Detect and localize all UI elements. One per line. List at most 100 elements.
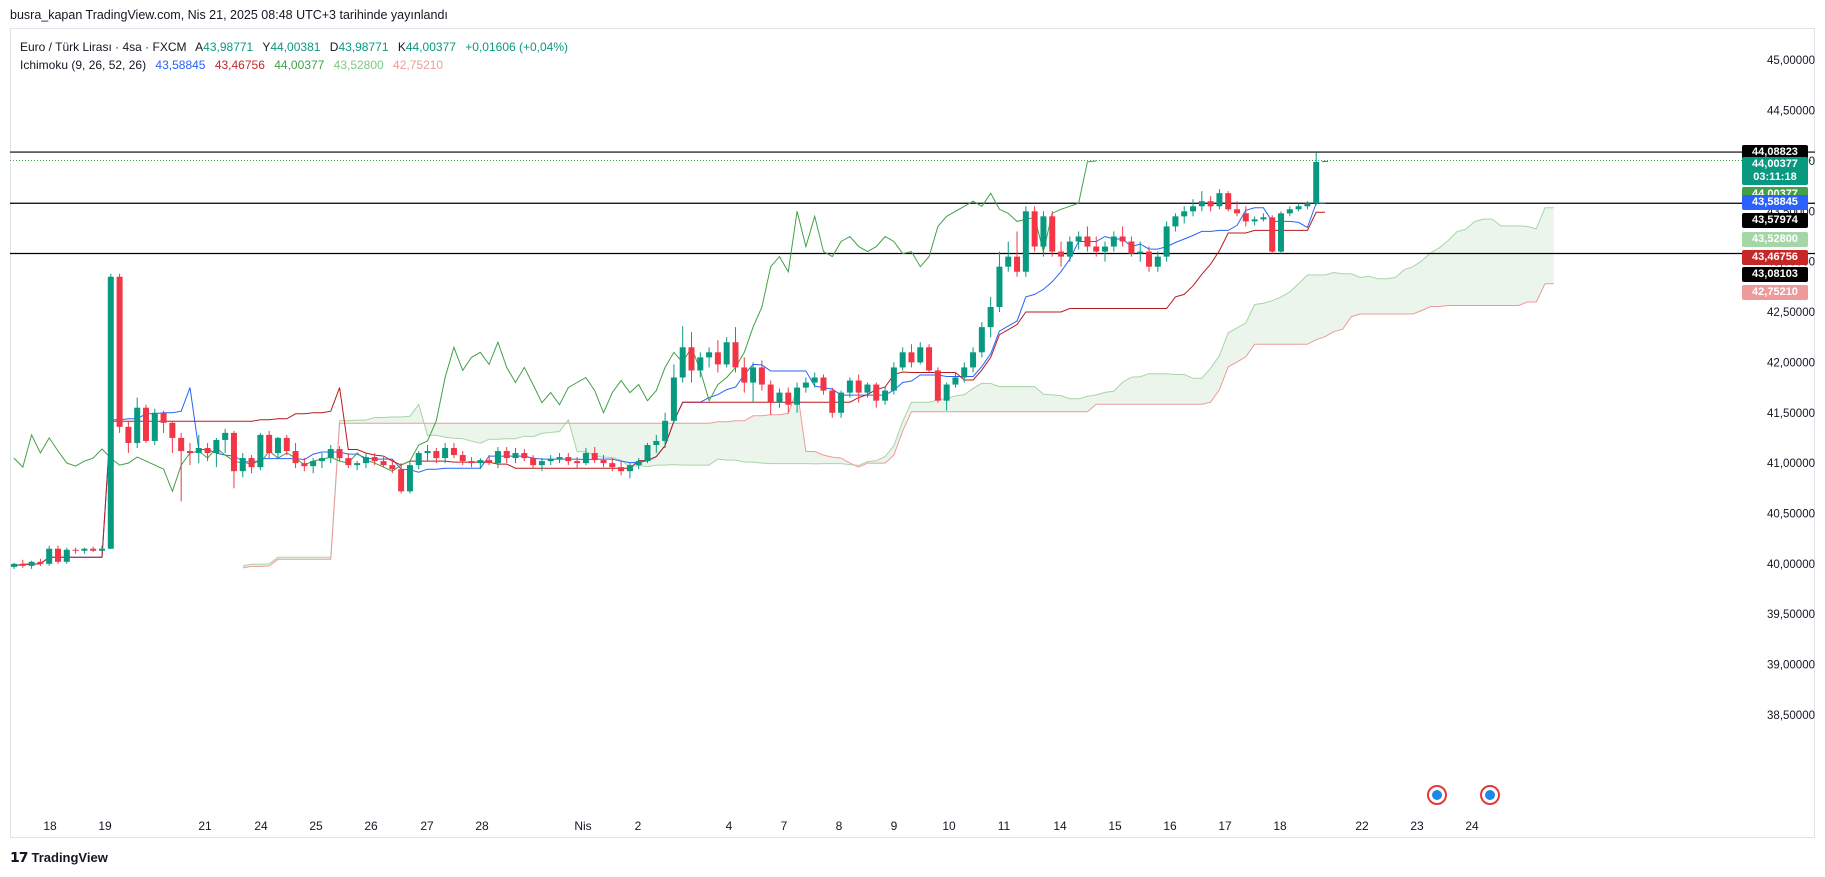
candle-body (1251, 219, 1258, 222)
candle-body (530, 458, 537, 466)
candle-body (151, 412, 158, 441)
candle-body (1102, 246, 1109, 252)
x-tick-label: 21 (198, 819, 212, 833)
y-tick-label: 40,00000 (1767, 559, 1815, 571)
span-a-value: 43,52800 (333, 58, 384, 72)
chart-frame[interactable] (10, 28, 1815, 838)
candle-body (169, 422, 176, 438)
candle-body (1322, 160, 1328, 162)
y-tick-label: 41,00000 (1767, 458, 1815, 470)
symbol-name[interactable]: Euro / Türk Lirası · 4sa · FXCM (20, 40, 187, 54)
flag-icon-inner (1432, 790, 1442, 800)
candle-body (1031, 211, 1038, 247)
candle-body (28, 561, 35, 566)
x-tick-label: 16 (1163, 819, 1177, 833)
candle-body (468, 461, 475, 464)
candle-body (926, 347, 933, 371)
price-tag: 03:11:18 (1742, 169, 1808, 185)
x-tick-label: 24 (1465, 819, 1479, 833)
x-tick-label: 26 (364, 819, 378, 833)
price-tag: 43,52800 (1742, 232, 1808, 247)
candle-body (1234, 209, 1241, 214)
candle-body (846, 380, 853, 393)
candle-body (1128, 241, 1135, 254)
candle-body (486, 460, 493, 464)
candle-body (1304, 203, 1311, 207)
candle-body (1163, 226, 1170, 257)
tenkan-value: 43,58845 (155, 58, 206, 72)
candle-body (679, 347, 686, 378)
candle-body (54, 548, 61, 562)
candle-body (873, 384, 880, 401)
candle-body (811, 377, 818, 383)
candle-body (354, 463, 361, 466)
candle-body (1225, 193, 1232, 210)
candle-body (1075, 236, 1082, 242)
tradingview-logo-icon: 𝟭𝟳 (10, 849, 29, 865)
candle-body (943, 384, 950, 401)
candle-body (1313, 161, 1320, 204)
candle-body (1058, 251, 1065, 257)
candle-body (292, 451, 299, 464)
candle-body (635, 461, 642, 466)
candle-body (600, 460, 607, 464)
x-tick-label: 7 (781, 819, 788, 833)
x-tick-label: 2 (635, 819, 642, 833)
price-tag: 44,00377 (1742, 156, 1808, 172)
candle-body (81, 548, 88, 551)
candle-body (952, 377, 959, 385)
candle-body (274, 437, 281, 454)
candle-body (890, 367, 897, 391)
x-tick-label: 15 (1108, 819, 1122, 833)
candle-body (406, 465, 413, 492)
candle-body (1110, 236, 1117, 247)
price-tag: 44,08823 (1742, 144, 1808, 160)
candle-body (670, 377, 677, 421)
publish-info: busra_kapan TradingView.com, Nis 21, 202… (10, 8, 448, 22)
candle-body (917, 347, 924, 363)
candle-body (371, 457, 378, 462)
candle-body (1242, 213, 1249, 222)
candle-body (1216, 193, 1223, 207)
open-label: A (195, 40, 204, 54)
y-tick-label: 44,50000 (1767, 106, 1815, 118)
candle-body (758, 367, 765, 385)
candle-body (301, 463, 308, 467)
footer-brand[interactable]: 𝟭𝟳 TradingView (10, 849, 108, 866)
candle-body (142, 407, 149, 441)
x-tick-label: 14 (1053, 819, 1067, 833)
chart-legend: Euro / Türk Lirası · 4sa · FXCM A43,9877… (20, 38, 574, 74)
candle-body (257, 434, 264, 468)
candle-body (697, 357, 704, 371)
x-tick-label: 27 (420, 819, 434, 833)
candle-body (521, 453, 528, 459)
candle-body (785, 392, 792, 405)
y-tick-label: 45,00000 (1767, 55, 1815, 67)
candle-body (1181, 211, 1188, 217)
candle-body (19, 563, 26, 566)
candle-body (970, 352, 977, 368)
price-tag: 43,57974 (1742, 213, 1808, 229)
candle-body (1146, 251, 1153, 267)
chikou-value: 44,00377 (274, 58, 325, 72)
candle-body (230, 432, 237, 472)
candle-body (345, 458, 352, 466)
candle-body (688, 347, 695, 371)
ichimoku-label[interactable]: Ichimoku (9, 26, 52, 26) (20, 58, 147, 72)
brand-name: TradingView (31, 850, 108, 865)
high-label: Y (262, 40, 271, 54)
ohlc-legend: Euro / Türk Lirası · 4sa · FXCM A43,9877… (20, 38, 574, 56)
candle-body (1040, 216, 1047, 247)
candle-body (838, 392, 845, 413)
price-tag: 43,46756 (1742, 250, 1808, 266)
candle-body (380, 461, 387, 466)
candle-body (494, 451, 501, 464)
candle-body (239, 458, 246, 472)
low-label: D (329, 40, 339, 54)
change-value: +0,01606 (+0,04%) (465, 40, 569, 54)
candle-body (125, 426, 132, 443)
candle-body (1084, 236, 1091, 247)
candle-body (996, 266, 1003, 307)
candle-body (442, 448, 449, 459)
